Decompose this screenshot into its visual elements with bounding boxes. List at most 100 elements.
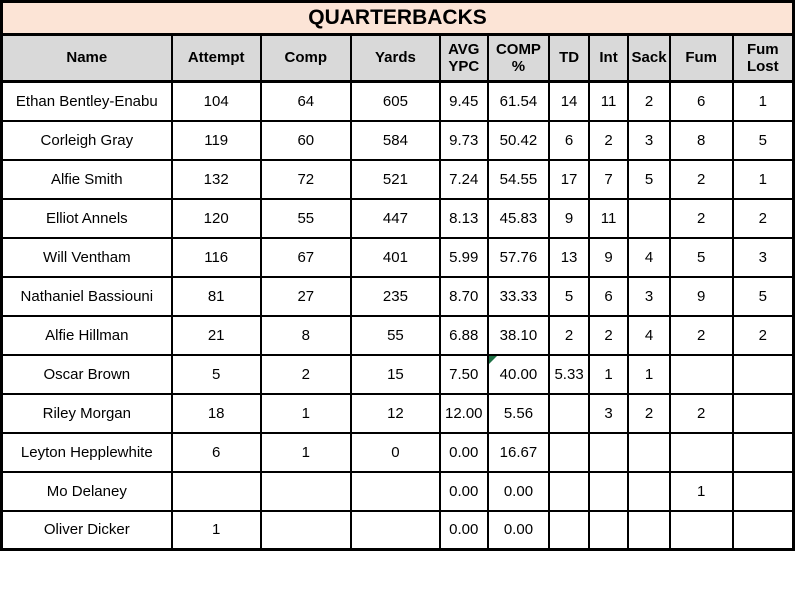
stat-cell[interactable]: 40.00 <box>486 353 551 395</box>
header-cell-fum[interactable]: Fum <box>668 33 734 83</box>
header-cell-comp[interactable]: COMP % <box>486 33 551 83</box>
stat-cell[interactable]: 1 <box>731 80 795 122</box>
stat-cell[interactable] <box>548 470 590 512</box>
stat-cell[interactable]: 9 <box>548 197 590 239</box>
player-name-cell[interactable]: Alfie Hillman <box>0 314 173 356</box>
stat-cell[interactable]: 61.54 <box>486 80 551 122</box>
stat-cell[interactable]: 5 <box>668 236 734 278</box>
stat-cell[interactable]: 120 <box>170 197 262 239</box>
stat-cell[interactable]: 3 <box>731 236 795 278</box>
stat-cell[interactable]: 12.00 <box>438 392 489 434</box>
stat-cell[interactable]: 7.24 <box>438 158 489 200</box>
header-cell-yards[interactable]: Yards <box>349 33 441 83</box>
stat-cell[interactable]: 12 <box>349 392 441 434</box>
player-name-cell[interactable]: Riley Morgan <box>0 392 173 434</box>
stat-cell[interactable]: 13 <box>548 236 590 278</box>
stat-cell[interactable]: 1 <box>627 353 671 395</box>
stat-cell[interactable]: 0.00 <box>438 431 489 473</box>
stat-cell[interactable]: 0.00 <box>438 509 489 551</box>
stat-cell[interactable]: 7.50 <box>438 353 489 395</box>
stat-cell[interactable] <box>731 470 795 512</box>
player-name-cell[interactable]: Nathaniel Bassiouni <box>0 275 173 317</box>
stat-cell[interactable]: 2 <box>668 392 734 434</box>
stat-cell[interactable]: 81 <box>170 275 262 317</box>
stat-cell[interactable]: 3 <box>587 392 630 434</box>
stat-cell[interactable]: 0.00 <box>438 470 489 512</box>
stat-cell[interactable]: 447 <box>349 197 441 239</box>
player-name-cell[interactable]: Leyton Hepplewhite <box>0 431 173 473</box>
stat-cell[interactable]: 584 <box>349 119 441 161</box>
stat-cell[interactable]: 521 <box>349 158 441 200</box>
table-title[interactable]: QUARTERBACKS <box>0 0 795 36</box>
stat-cell[interactable] <box>668 353 734 395</box>
stat-cell[interactable] <box>627 470 671 512</box>
stat-cell[interactable]: 119 <box>170 119 262 161</box>
stat-cell[interactable]: 15 <box>349 353 441 395</box>
stat-cell[interactable]: 7 <box>587 158 630 200</box>
stat-cell[interactable]: 5 <box>731 275 795 317</box>
stat-cell[interactable]: 14 <box>548 80 590 122</box>
stat-cell[interactable]: 8.13 <box>438 197 489 239</box>
stat-cell[interactable]: 235 <box>349 275 441 317</box>
stat-cell[interactable]: 8 <box>668 119 734 161</box>
stat-cell[interactable]: 4 <box>627 314 671 356</box>
stat-cell[interactable]: 9 <box>668 275 734 317</box>
stat-cell[interactable]: 45.83 <box>486 197 551 239</box>
player-name-cell[interactable]: Oscar Brown <box>0 353 173 395</box>
header-cell-int[interactable]: Int <box>587 33 630 83</box>
stat-cell[interactable]: 5 <box>731 119 795 161</box>
stat-cell[interactable] <box>259 470 352 512</box>
stat-cell[interactable] <box>259 509 352 551</box>
player-name-cell[interactable]: Oliver Dicker <box>0 509 173 551</box>
player-name-cell[interactable]: Ethan Bentley-Enabu <box>0 80 173 122</box>
stat-cell[interactable]: 8 <box>259 314 352 356</box>
stat-cell[interactable]: 57.76 <box>486 236 551 278</box>
stat-cell[interactable]: 67 <box>259 236 352 278</box>
stat-cell[interactable] <box>548 392 590 434</box>
stat-cell[interactable] <box>170 470 262 512</box>
stat-cell[interactable] <box>587 509 630 551</box>
stat-cell[interactable]: 401 <box>349 236 441 278</box>
stat-cell[interactable]: 132 <box>170 158 262 200</box>
stat-cell[interactable]: 6 <box>170 431 262 473</box>
stat-cell[interactable]: 21 <box>170 314 262 356</box>
header-cell-comp[interactable]: Comp <box>259 33 352 83</box>
header-cell-name[interactable]: Name <box>0 33 173 83</box>
stat-cell[interactable]: 1 <box>731 158 795 200</box>
stat-cell[interactable]: 1 <box>259 392 352 434</box>
stat-cell[interactable]: 64 <box>259 80 352 122</box>
stat-cell[interactable]: 5 <box>548 275 590 317</box>
header-cell-td[interactable]: TD <box>548 33 590 83</box>
stat-cell[interactable] <box>349 509 441 551</box>
stat-cell[interactable]: 1 <box>587 353 630 395</box>
stat-cell[interactable]: 2 <box>587 119 630 161</box>
stat-cell[interactable]: 60 <box>259 119 352 161</box>
stat-cell[interactable] <box>627 197 671 239</box>
stat-cell[interactable]: 2 <box>548 314 590 356</box>
stat-cell[interactable]: 2 <box>668 158 734 200</box>
stat-cell[interactable]: 1 <box>668 470 734 512</box>
stat-cell[interactable] <box>548 431 590 473</box>
stat-cell[interactable]: 6 <box>587 275 630 317</box>
stat-cell[interactable]: 27 <box>259 275 352 317</box>
stat-cell[interactable] <box>731 509 795 551</box>
stat-cell[interactable]: 2 <box>668 197 734 239</box>
player-name-cell[interactable]: Corleigh Gray <box>0 119 173 161</box>
stat-cell[interactable]: 38.10 <box>486 314 551 356</box>
header-cell-fum-lost[interactable]: Fum Lost <box>731 33 795 83</box>
stat-cell[interactable]: 104 <box>170 80 262 122</box>
stat-cell[interactable]: 11 <box>587 80 630 122</box>
stat-cell[interactable]: 0 <box>349 431 441 473</box>
stat-cell[interactable]: 2 <box>668 314 734 356</box>
stat-cell[interactable]: 1 <box>170 509 262 551</box>
player-name-cell[interactable]: Elliot Annels <box>0 197 173 239</box>
stat-cell[interactable]: 5.99 <box>438 236 489 278</box>
stat-cell[interactable]: 9.45 <box>438 80 489 122</box>
stat-cell[interactable]: 5.56 <box>486 392 551 434</box>
stat-cell[interactable]: 0.00 <box>486 470 551 512</box>
stat-cell[interactable]: 5.33 <box>548 353 590 395</box>
stat-cell[interactable] <box>627 431 671 473</box>
header-cell-avg-ypc[interactable]: AVG YPC <box>438 33 489 83</box>
stat-cell[interactable]: 0.00 <box>486 509 551 551</box>
stat-cell[interactable]: 55 <box>259 197 352 239</box>
